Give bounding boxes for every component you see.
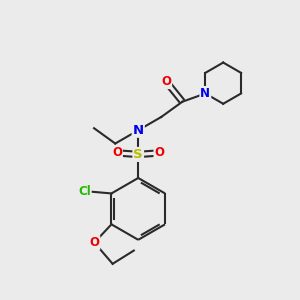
Text: O: O: [112, 146, 122, 159]
Text: O: O: [89, 236, 99, 249]
Text: O: O: [161, 75, 171, 88]
Text: O: O: [154, 146, 164, 159]
Text: N: N: [133, 124, 144, 137]
Text: S: S: [134, 148, 143, 161]
Text: N: N: [200, 87, 210, 100]
Text: Cl: Cl: [78, 184, 91, 198]
